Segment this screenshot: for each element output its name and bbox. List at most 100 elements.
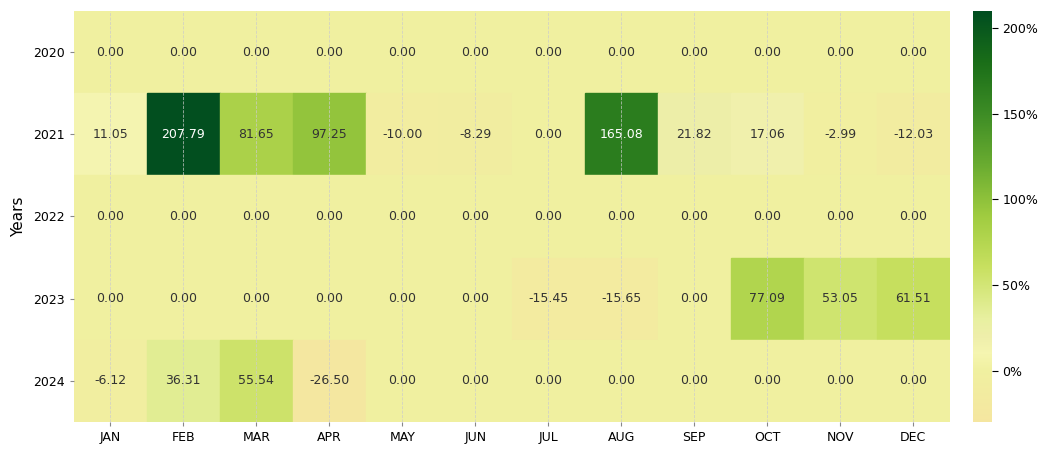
Text: 0.00: 0.00 bbox=[169, 292, 198, 305]
Bar bbox=[366, 93, 438, 176]
Text: 0.00: 0.00 bbox=[607, 374, 635, 387]
Bar bbox=[584, 340, 658, 422]
Bar bbox=[366, 258, 438, 340]
Bar bbox=[877, 258, 950, 340]
Text: 0.00: 0.00 bbox=[680, 210, 708, 223]
Text: 0.00: 0.00 bbox=[388, 210, 416, 223]
Text: 0.00: 0.00 bbox=[534, 46, 562, 59]
Bar bbox=[730, 340, 804, 422]
Text: 0.00: 0.00 bbox=[461, 46, 490, 59]
Bar bbox=[584, 258, 658, 340]
Bar bbox=[438, 11, 512, 93]
Bar bbox=[877, 93, 950, 176]
Bar bbox=[438, 176, 512, 258]
Bar bbox=[877, 11, 950, 93]
Bar bbox=[804, 258, 877, 340]
Text: 0.00: 0.00 bbox=[900, 374, 927, 387]
Bar bbox=[804, 176, 877, 258]
Text: 0.00: 0.00 bbox=[826, 210, 854, 223]
Bar bbox=[438, 340, 512, 422]
Text: 0.00: 0.00 bbox=[534, 210, 562, 223]
Text: 0.00: 0.00 bbox=[243, 292, 270, 305]
Bar bbox=[147, 176, 220, 258]
Text: 0.00: 0.00 bbox=[243, 210, 270, 223]
Text: 81.65: 81.65 bbox=[239, 128, 274, 141]
Text: 0.00: 0.00 bbox=[826, 46, 854, 59]
Text: 0.00: 0.00 bbox=[900, 46, 927, 59]
Bar bbox=[658, 176, 730, 258]
Text: -6.12: -6.12 bbox=[95, 374, 126, 387]
Bar bbox=[74, 176, 147, 258]
Bar bbox=[147, 11, 220, 93]
Text: 0.00: 0.00 bbox=[607, 210, 635, 223]
Text: 0.00: 0.00 bbox=[97, 210, 124, 223]
Text: 0.00: 0.00 bbox=[680, 46, 708, 59]
Bar bbox=[804, 11, 877, 93]
Text: 0.00: 0.00 bbox=[607, 46, 635, 59]
Bar bbox=[366, 176, 438, 258]
Text: 53.05: 53.05 bbox=[822, 292, 859, 305]
Bar bbox=[512, 340, 584, 422]
Text: -26.50: -26.50 bbox=[309, 374, 349, 387]
Bar bbox=[293, 340, 366, 422]
Bar bbox=[366, 11, 438, 93]
Text: 77.09: 77.09 bbox=[749, 292, 785, 305]
Text: 0.00: 0.00 bbox=[754, 210, 781, 223]
Bar bbox=[438, 258, 512, 340]
Bar bbox=[220, 340, 293, 422]
Text: 21.82: 21.82 bbox=[677, 128, 713, 141]
Text: 0.00: 0.00 bbox=[461, 374, 490, 387]
Bar bbox=[74, 93, 147, 176]
Bar bbox=[293, 93, 366, 176]
Bar bbox=[658, 340, 730, 422]
Bar bbox=[658, 11, 730, 93]
Text: 55.54: 55.54 bbox=[239, 374, 274, 387]
Bar bbox=[74, 258, 147, 340]
Bar bbox=[147, 340, 220, 422]
Bar bbox=[293, 176, 366, 258]
Bar bbox=[512, 11, 584, 93]
Text: -10.00: -10.00 bbox=[383, 128, 423, 141]
Text: 0.00: 0.00 bbox=[680, 374, 708, 387]
Text: 0.00: 0.00 bbox=[97, 292, 124, 305]
Text: 207.79: 207.79 bbox=[162, 128, 205, 141]
Bar bbox=[730, 11, 804, 93]
Bar bbox=[147, 258, 220, 340]
Text: 0.00: 0.00 bbox=[534, 128, 562, 141]
Text: 0.00: 0.00 bbox=[388, 374, 416, 387]
Bar bbox=[658, 93, 730, 176]
Bar bbox=[730, 93, 804, 176]
Bar bbox=[584, 93, 658, 176]
Bar bbox=[366, 340, 438, 422]
Text: 36.31: 36.31 bbox=[166, 374, 201, 387]
Text: 17.06: 17.06 bbox=[749, 128, 785, 141]
Text: -15.65: -15.65 bbox=[601, 292, 641, 305]
Bar bbox=[293, 258, 366, 340]
Text: 0.00: 0.00 bbox=[243, 46, 270, 59]
Text: 0.00: 0.00 bbox=[826, 374, 854, 387]
Text: 11.05: 11.05 bbox=[92, 128, 128, 141]
Bar bbox=[804, 93, 877, 176]
Bar bbox=[220, 258, 293, 340]
Text: 0.00: 0.00 bbox=[169, 210, 198, 223]
Text: 0.00: 0.00 bbox=[900, 210, 927, 223]
Text: 0.00: 0.00 bbox=[315, 46, 344, 59]
Text: -12.03: -12.03 bbox=[893, 128, 933, 141]
Bar bbox=[512, 258, 584, 340]
Bar bbox=[74, 11, 147, 93]
Bar bbox=[877, 176, 950, 258]
Bar bbox=[730, 258, 804, 340]
Y-axis label: Years: Years bbox=[12, 196, 26, 237]
Text: 97.25: 97.25 bbox=[311, 128, 347, 141]
Text: 61.51: 61.51 bbox=[895, 292, 931, 305]
Text: 165.08: 165.08 bbox=[599, 128, 643, 141]
Bar bbox=[293, 11, 366, 93]
Bar bbox=[220, 11, 293, 93]
Bar bbox=[584, 176, 658, 258]
Text: -8.29: -8.29 bbox=[459, 128, 492, 141]
Text: 0.00: 0.00 bbox=[388, 292, 416, 305]
Text: 0.00: 0.00 bbox=[315, 210, 344, 223]
Text: 0.00: 0.00 bbox=[97, 46, 124, 59]
Text: 0.00: 0.00 bbox=[534, 374, 562, 387]
Text: 0.00: 0.00 bbox=[388, 46, 416, 59]
